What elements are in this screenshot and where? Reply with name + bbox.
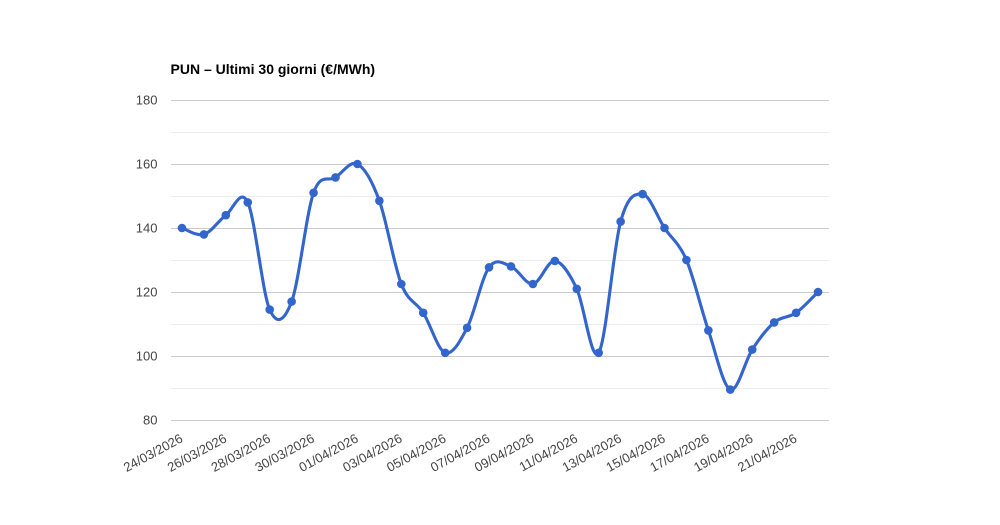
svg-text:180: 180: [136, 93, 158, 108]
svg-text:100: 100: [136, 349, 158, 364]
svg-text:140: 140: [136, 221, 158, 236]
svg-text:80: 80: [143, 413, 157, 428]
svg-text:120: 120: [136, 285, 158, 300]
svg-text:PUN – Ultimi 30 giorni (€/MWh): PUN – Ultimi 30 giorni (€/MWh): [171, 61, 376, 77]
svg-text:160: 160: [136, 157, 158, 172]
